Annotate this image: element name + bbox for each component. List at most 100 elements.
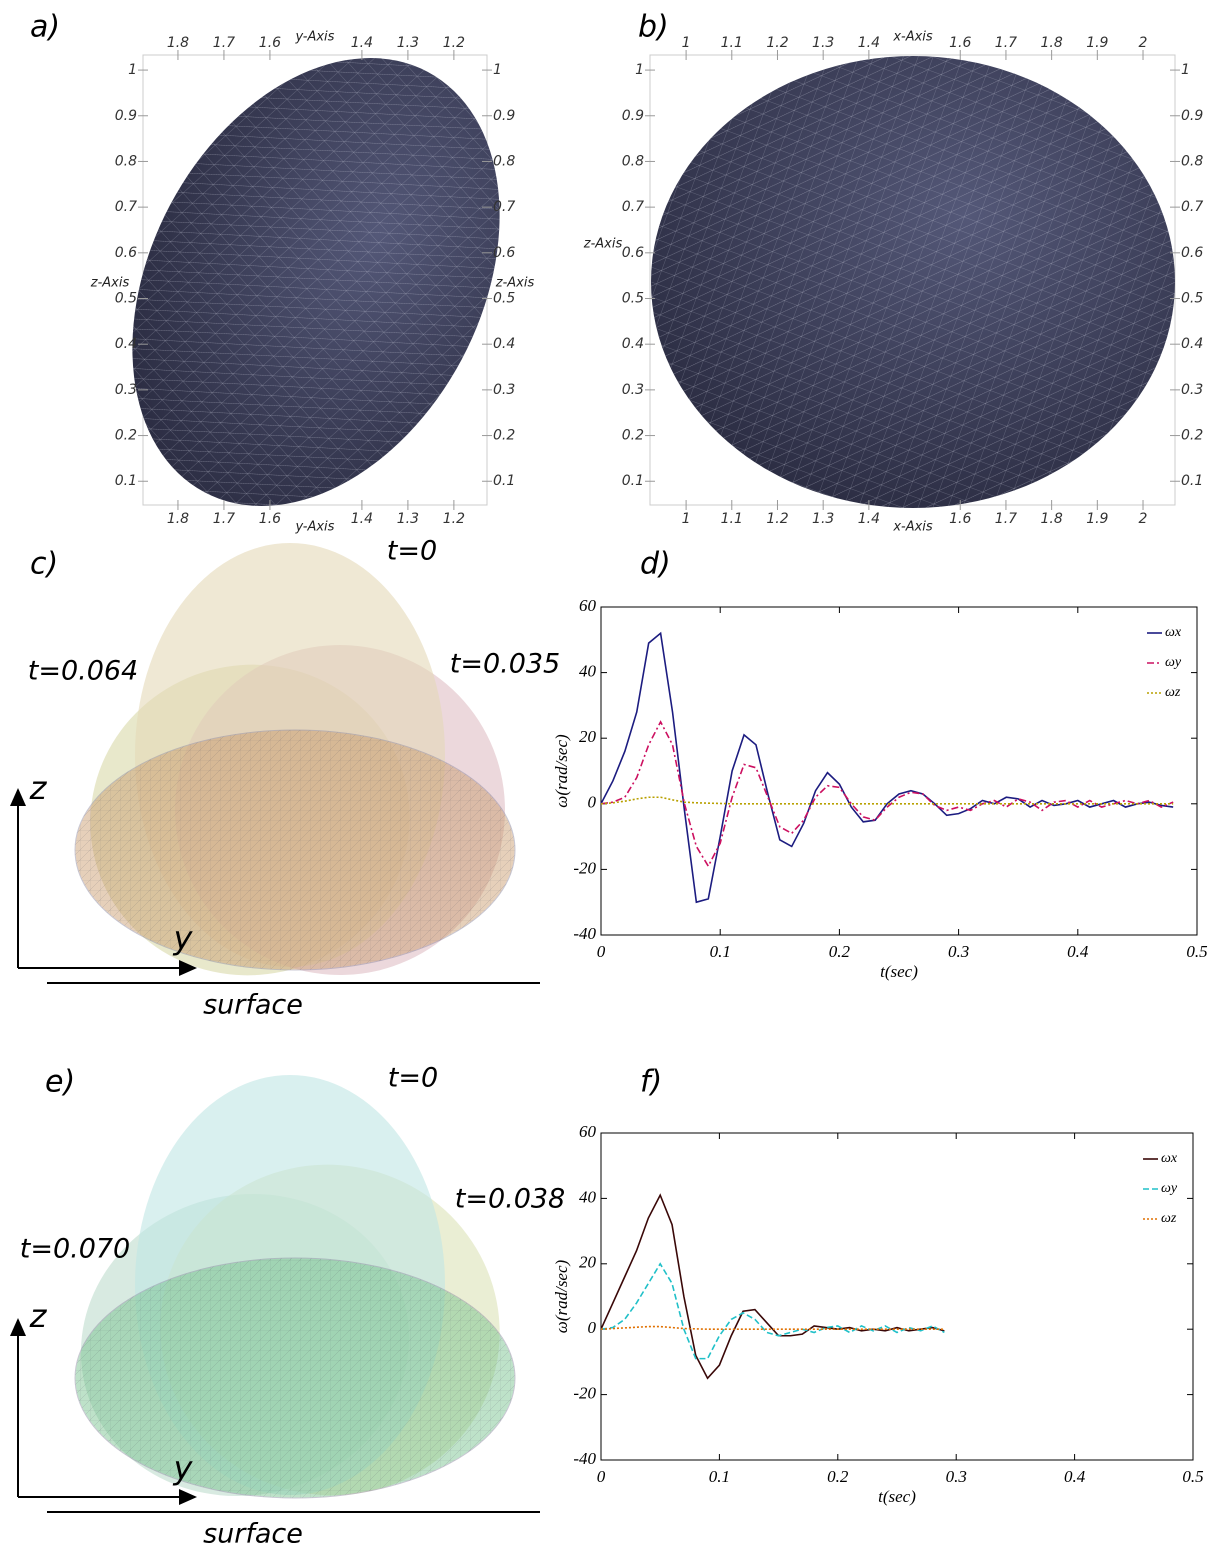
- h-tick-label: 1.7: [995, 35, 1017, 51]
- legend-label: ωx: [1165, 625, 1182, 640]
- h-tick-label: 1.8: [167, 511, 189, 527]
- mesh: [75, 730, 515, 970]
- x-tick-label: 0.5: [1186, 942, 1207, 961]
- v-tick-label: 0.1: [622, 473, 644, 489]
- y-axis-label: ω(rad/sec): [552, 1259, 571, 1333]
- axis-label: z: [29, 1297, 48, 1335]
- h-tick-label: 1.8: [1040, 511, 1062, 527]
- v-tick-label: 1: [128, 62, 137, 78]
- y-tick-label: 40: [579, 662, 597, 681]
- v-tick-label: 0.5: [115, 291, 137, 307]
- axis-title: x-Axis: [892, 520, 933, 535]
- y-tick-label: 60: [579, 1122, 597, 1141]
- axis-title: y-Axis: [295, 520, 335, 535]
- time-label: t=0: [388, 1063, 438, 1094]
- panel-label: c): [30, 547, 58, 582]
- v-tick-label: 0.4: [1181, 336, 1203, 352]
- v-tick-label: 0.3: [115, 382, 137, 398]
- mesh: [75, 1258, 515, 1498]
- y-tick-label: 0: [588, 793, 597, 812]
- h-tick-label: 2: [1139, 511, 1148, 527]
- x-axis-label: t(sec): [880, 962, 918, 981]
- v-tick-label: 1: [635, 62, 644, 78]
- v-tick-label: 0.3: [622, 382, 644, 398]
- h-tick-label: 1.1: [721, 511, 743, 527]
- h-tick-label: 1.6: [949, 511, 971, 527]
- v-tick-label: 0.7: [622, 199, 644, 215]
- y-tick-label: -40: [573, 924, 596, 943]
- axis-title: z-Axis: [90, 276, 130, 291]
- v-tick-label: 0.2: [1181, 428, 1203, 444]
- x-tick-label: 0.1: [709, 1467, 730, 1486]
- legend-label: ωy: [1161, 1181, 1178, 1196]
- axis-label: z: [29, 769, 48, 807]
- plot-frame: [601, 1133, 1193, 1460]
- h-tick-label: 1: [682, 511, 691, 527]
- y-tick-label: 60: [579, 596, 597, 615]
- v-tick-label: 0.5: [493, 291, 515, 307]
- y-tick-label: -20: [573, 858, 596, 877]
- x-tick-label: 0.3: [948, 942, 969, 961]
- data-line: [601, 722, 1173, 866]
- v-tick-label: 0.7: [1181, 199, 1203, 215]
- mesh: [651, 56, 1175, 508]
- h-tick-label: 1.7: [213, 511, 235, 527]
- time-label: t=0.070: [20, 1234, 131, 1265]
- h-tick-label: 1.4: [858, 511, 880, 527]
- legend-label: ωz: [1165, 685, 1181, 700]
- data-line: [601, 1195, 944, 1378]
- x-tick-label: 0.1: [710, 942, 731, 961]
- x-tick-label: 0: [597, 1467, 606, 1486]
- h-tick-label: 1.2: [766, 511, 788, 527]
- panel-label: a): [30, 10, 60, 45]
- h-tick-label: 1.7: [213, 35, 235, 51]
- h-tick-label: 1.2: [766, 35, 788, 51]
- h-tick-label: 1: [682, 35, 691, 51]
- time-label: t=0.038: [455, 1184, 566, 1215]
- v-tick-label: 0.6: [493, 245, 515, 261]
- v-tick-label: 0.5: [622, 291, 644, 307]
- x-tick-label: 0.2: [829, 942, 851, 961]
- axis-title: y-Axis: [295, 30, 335, 45]
- y-tick-label: 40: [579, 1187, 597, 1206]
- h-tick-label: 1.3: [397, 511, 419, 527]
- v-tick-label: 0.3: [493, 382, 515, 398]
- time-label: t=0: [387, 536, 437, 567]
- axis-title: z-Axis: [583, 237, 623, 252]
- v-tick-label: 0.8: [622, 153, 644, 169]
- axis-label: y: [173, 919, 194, 957]
- h-tick-label: 1.1: [721, 35, 743, 51]
- axis-title: x-Axis: [892, 30, 933, 45]
- data-line: [601, 633, 1173, 902]
- x-tick-label: 0.5: [1182, 1467, 1203, 1486]
- v-tick-label: 1: [493, 62, 502, 78]
- v-tick-label: 0.7: [115, 199, 137, 215]
- legend-label: ωz: [1161, 1211, 1177, 1226]
- h-tick-label: 1.9: [1086, 35, 1108, 51]
- panel-label: b): [638, 10, 669, 45]
- y-tick-label: 0: [588, 1318, 597, 1337]
- axis-title: z-Axis: [495, 276, 535, 291]
- v-tick-label: 0.7: [493, 199, 515, 215]
- x-tick-label: 0.2: [827, 1467, 849, 1486]
- h-tick-label: 1.6: [259, 35, 281, 51]
- h-tick-label: 1.4: [351, 511, 373, 527]
- legend-label: ωx: [1161, 1151, 1178, 1166]
- v-tick-label: 0.2: [622, 428, 644, 444]
- y-tick-label: -20: [573, 1384, 596, 1403]
- h-tick-label: 1.4: [351, 35, 373, 51]
- legend-label: ωy: [1165, 655, 1182, 670]
- figure: a) y-Axis y-Axis z-Axis z-Axis b) x-Axis…: [0, 0, 1227, 1548]
- v-tick-label: 0.5: [1181, 291, 1203, 307]
- h-tick-label: 1.6: [949, 35, 971, 51]
- v-tick-label: 0.6: [1181, 245, 1203, 261]
- v-tick-label: 0.9: [493, 108, 515, 124]
- v-tick-label: 0.9: [622, 108, 644, 124]
- ellipsoid-overlay: [55, 543, 542, 1012]
- h-tick-label: 1.9: [1086, 511, 1108, 527]
- v-tick-label: 0.8: [1181, 153, 1203, 169]
- h-tick-label: 1.4: [858, 35, 880, 51]
- h-tick-label: 1.6: [259, 511, 281, 527]
- v-tick-label: 0.6: [622, 245, 644, 261]
- surface-label: surface: [203, 1519, 303, 1549]
